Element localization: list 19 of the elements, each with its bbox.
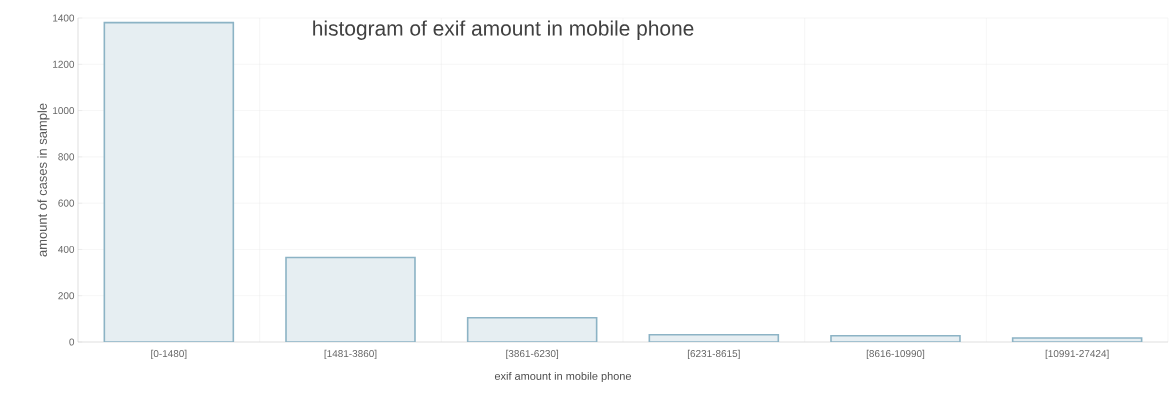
y-tick-label: 600 bbox=[58, 199, 75, 207]
bar bbox=[466, 316, 598, 342]
chart-title: histogram of exif amount in mobile phone bbox=[313, 20, 694, 40]
y-axis-title: amount of cases in sample bbox=[37, 103, 50, 257]
x-tick-label: [10991-27424] bbox=[1045, 349, 1109, 360]
y-tick-label: 1400 bbox=[53, 14, 75, 22]
x-tick-label: [1481-3860] bbox=[324, 349, 377, 360]
y-tick-label: 400 bbox=[58, 245, 75, 253]
x-tick-label: [6231-8615] bbox=[687, 349, 740, 360]
y-tick-label: 1200 bbox=[53, 60, 75, 68]
y-tick-label: 200 bbox=[58, 292, 75, 300]
y-tick-label: 800 bbox=[58, 153, 75, 161]
bar bbox=[285, 256, 416, 342]
x-tick-label: [0-1480] bbox=[151, 349, 187, 360]
y-tick-label: 1000 bbox=[53, 107, 75, 115]
x-tick-label: [8616-10990] bbox=[866, 349, 925, 360]
x-axis-title: exif amount in mobile phone bbox=[494, 371, 632, 383]
x-tick-label: [3861-6230] bbox=[506, 349, 559, 360]
y-tick-label: 0 bbox=[69, 338, 75, 346]
